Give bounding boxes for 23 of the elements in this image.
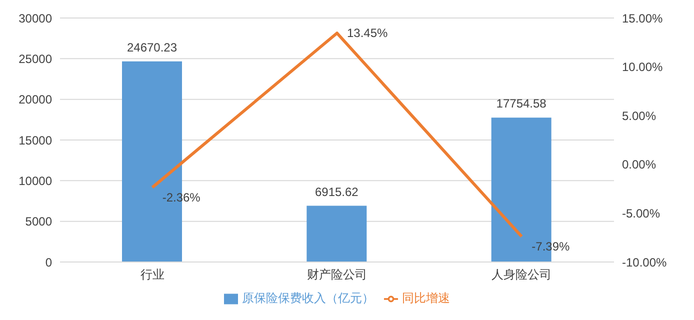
data-label: 17754.58 <box>496 96 547 111</box>
legend-label: 原保险保费收入（亿元） <box>242 291 374 305</box>
data-label: 24670.23 <box>126 40 178 54</box>
y-tick-label: 5000 <box>25 214 52 229</box>
y2-tick-label: 15.00% <box>622 11 664 26</box>
data-label: 13.45% <box>347 26 388 40</box>
y-tick-label: 25000 <box>18 52 52 66</box>
legend-label: 同比增速 <box>402 291 450 305</box>
y-tick-label: 20000 <box>18 92 52 107</box>
y2-tick-label: 0.00% <box>622 158 656 172</box>
y-tick-label: 10000 <box>18 174 52 188</box>
y-tick-label: 30000 <box>18 11 52 26</box>
x-tick-label: 行业 <box>140 268 164 282</box>
x-tick-label: 财产险公司 <box>307 268 367 282</box>
y2-tick-label: -5.00% <box>622 206 660 220</box>
y2-tick-label: -10.00% <box>622 255 668 270</box>
y2-tick-label: 10.00% <box>622 60 664 74</box>
y2-tick-label: 5.00% <box>622 108 656 123</box>
x-tick-label: 人身险公司 <box>492 268 552 282</box>
bar <box>306 206 367 262</box>
y-tick-label: 15000 <box>18 133 52 148</box>
y-tick-label: 0 <box>45 255 52 270</box>
data-label: 6915.62 <box>314 184 359 199</box>
